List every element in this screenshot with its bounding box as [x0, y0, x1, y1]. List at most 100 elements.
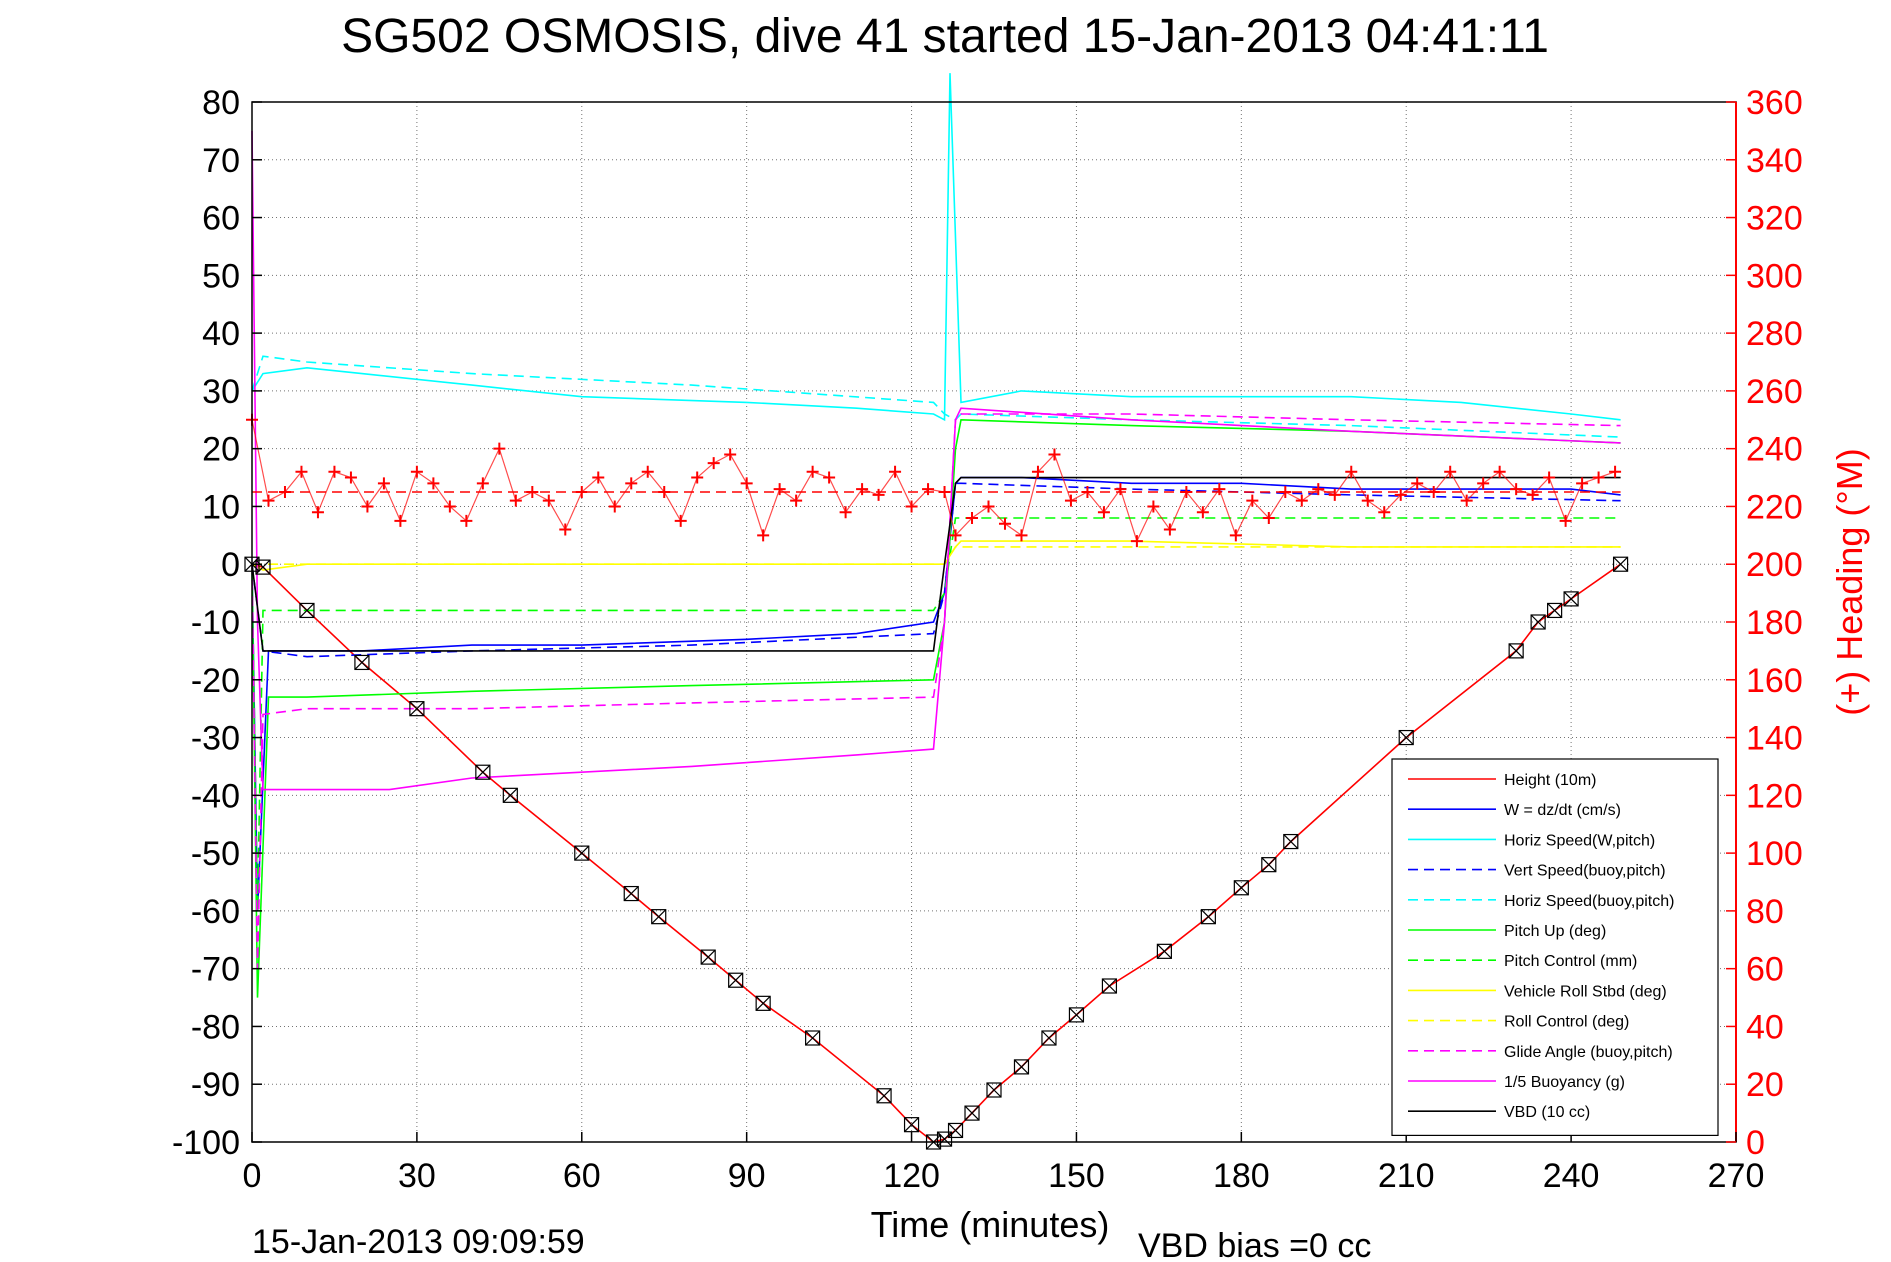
heading-point [889, 465, 902, 478]
right-y-tick-label: 0 [1746, 1124, 1765, 1162]
heading-point [625, 477, 638, 490]
height-marker [1013, 1059, 1030, 1075]
height-marker [1530, 614, 1546, 630]
height-marker-cross [409, 701, 425, 717]
heading-point [1411, 477, 1424, 490]
legend-label: Horiz Speed(W,pitch) [1504, 832, 1655, 849]
heading-point [872, 488, 885, 501]
heading-point [949, 529, 962, 542]
heading-trace [251, 419, 1616, 543]
footer-vbd-bias: VBD bias =0 cc [1138, 1227, 1371, 1262]
heading-point [1163, 523, 1176, 536]
left-y-tick-label: -70 [191, 951, 240, 989]
left-y-axis: 80 70 60 50 40 30 20 10 0 -10 -20 -30 -40 -50 -60 -70 -8… [172, 84, 262, 1162]
x-tick-label: 210 [1378, 1157, 1435, 1195]
heading-point [1295, 494, 1308, 507]
height-marker [1261, 857, 1277, 873]
height-marker [255, 559, 271, 575]
left-y-tick-label: 30 [202, 373, 240, 411]
height-marker [1101, 978, 1118, 994]
height-marker-cross [876, 1088, 892, 1104]
series-line-vert-speed-buoy-pitch [251, 482, 1621, 658]
heading-point [1246, 494, 1259, 507]
height-marker [1612, 556, 1629, 572]
height-marker-cross [1014, 1059, 1029, 1075]
height-marker-cross [1547, 603, 1563, 618]
heading-point [542, 494, 555, 507]
left-y-tick-label: 0 [221, 546, 240, 584]
left-y-tick-label: 10 [202, 488, 240, 526]
heading-point [905, 500, 918, 513]
heading-point [998, 517, 1011, 530]
right-y-tick-label: 140 [1746, 720, 1803, 758]
height-marker-box [700, 949, 716, 965]
left-y-tick-label: -40 [191, 777, 240, 815]
right-y-tick-label: 340 [1746, 142, 1803, 180]
legend-label: Roll Control (deg) [1504, 1014, 1629, 1031]
height-marker-cross [1233, 880, 1249, 896]
height-marker-cross [1069, 1007, 1084, 1023]
right-y-tick-label: 100 [1746, 835, 1803, 873]
height-marker-box [903, 1117, 920, 1133]
height-marker-cross [1041, 1030, 1057, 1046]
heading-point [790, 494, 803, 507]
heading-point [1114, 483, 1127, 496]
heading-point [757, 529, 770, 542]
height-marker-box [1200, 909, 1216, 925]
heading-point [1279, 486, 1292, 498]
height-marker [947, 1122, 964, 1139]
heading-point [427, 477, 440, 490]
height-marker [1398, 729, 1414, 746]
heading-point [311, 506, 324, 519]
legend-label: VBD (10 cc) [1504, 1104, 1590, 1121]
heading-point [1229, 529, 1242, 542]
height-marker [502, 787, 518, 803]
right-y-tick-label: 20 [1746, 1066, 1784, 1104]
heading-point [1345, 465, 1358, 478]
left-y-tick-label: -80 [191, 1008, 240, 1046]
height-marker-box [1508, 643, 1524, 659]
legend-label: Horiz Speed(buoy,pitch) [1504, 893, 1674, 910]
height-marker [1041, 1030, 1057, 1046]
heading-point [658, 486, 671, 498]
heading-point [1081, 486, 1094, 498]
legend-label: Height (10m) [1504, 772, 1596, 789]
x-axis: 0 30 60 90 120 150 180 210 240 270 [243, 1132, 1764, 1195]
right-y-tick-label: 280 [1746, 315, 1803, 353]
heading-point [394, 514, 407, 527]
heading-point [1427, 486, 1440, 498]
heading-point [559, 523, 572, 536]
heading-point [1609, 465, 1622, 478]
right-y-tick-label: 40 [1746, 1008, 1784, 1046]
height-marker-box [502, 787, 518, 803]
height-marker [623, 885, 639, 902]
x-tick-label: 180 [1213, 1157, 1270, 1195]
height-marker-cross [502, 787, 518, 803]
height-marker-cross [299, 603, 315, 618]
right-y-axis: 3603403203002802602402202001801601401201… [1726, 84, 1803, 1162]
series-line-horiz-speed-buoy-pitch [251, 355, 1621, 438]
heading-point [641, 465, 654, 478]
footer-timestamp: 15-Jan-2013 09:09:59 [252, 1223, 585, 1261]
heading-point [839, 506, 852, 519]
heading-point [1262, 512, 1275, 524]
right-y-tick-label: 260 [1746, 373, 1803, 411]
heading-point [773, 483, 786, 496]
heading-point [966, 512, 979, 524]
heading-point [1378, 506, 1391, 519]
legend-label: Glide Angle (buoy,pitch) [1504, 1044, 1673, 1061]
height-marker [903, 1117, 920, 1133]
heading-point [443, 500, 456, 513]
height-marker-box [574, 845, 590, 861]
height-marker-box [1530, 614, 1546, 630]
height-marker-cross [948, 1123, 963, 1138]
legend-label: Vehicle Roll Stbd (deg) [1504, 983, 1667, 1000]
x-tick-label: 120 [883, 1157, 940, 1195]
left-y-tick-label: 40 [202, 315, 240, 353]
height-marker-cross [623, 886, 639, 901]
height-marker-box [354, 654, 370, 671]
heading-point [1312, 483, 1325, 496]
legend-label: Pitch Up (deg) [1504, 923, 1606, 940]
x-tick-label: 60 [563, 1157, 601, 1195]
heading-point [938, 486, 951, 498]
